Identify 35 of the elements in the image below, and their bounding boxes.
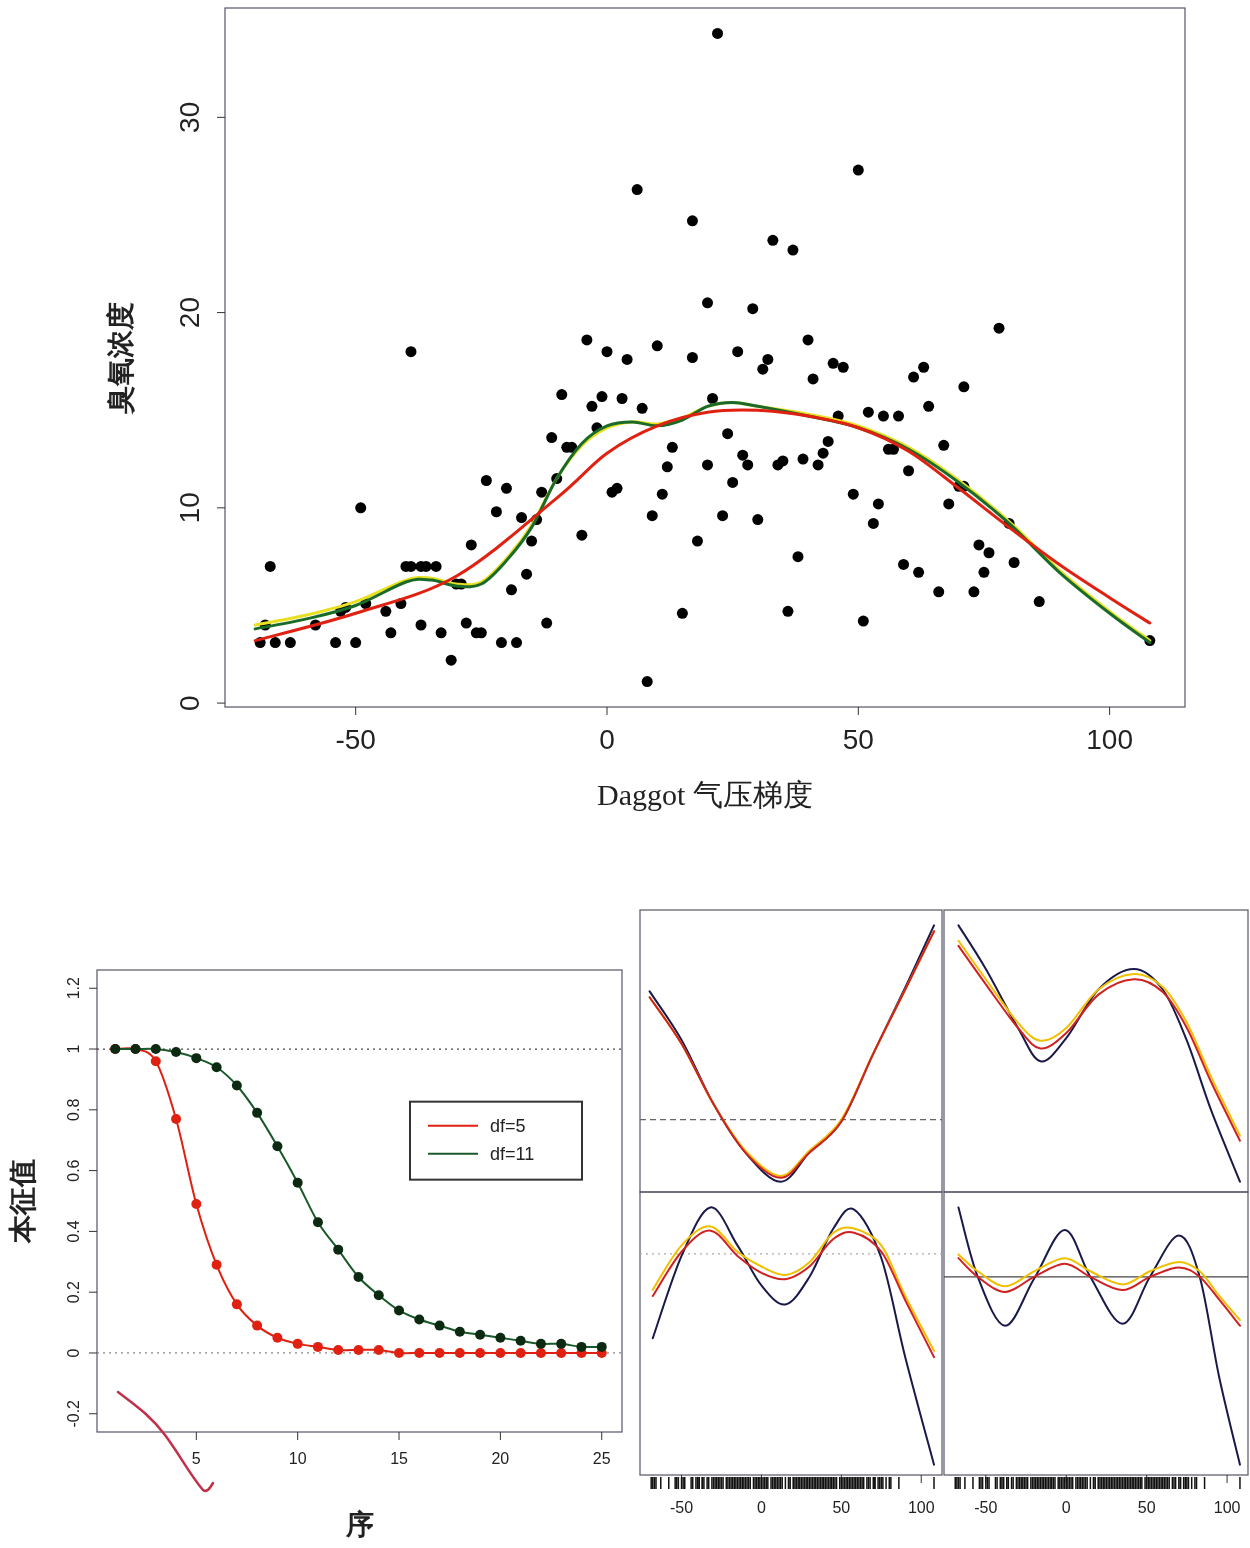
x-tick-label: 25 [592, 1450, 611, 1467]
x-tick-label: 15 [390, 1450, 409, 1467]
x-tick-label: 100 [1086, 724, 1133, 755]
x-tick-label: 10 [288, 1450, 307, 1467]
x-tick-label: 50 [832, 1499, 851, 1516]
x-tick-label: 0 [756, 1499, 766, 1516]
y-tick-label: 20 [174, 297, 206, 329]
y-tick-label: 1 [64, 1044, 82, 1054]
x-axis-title: Daggot 气压梯度 [597, 778, 813, 811]
x-tick-label: 5 [191, 1450, 201, 1467]
x-tick-label: -50 [669, 1499, 694, 1516]
x-tick-label: -50 [974, 1499, 998, 1516]
x-tick-label: 20 [491, 1450, 510, 1467]
x-tick-label: 0 [1061, 1499, 1071, 1516]
y-tick-label: 0.8 [64, 1098, 82, 1121]
y-tick-label: 30 [174, 101, 206, 133]
x-tick-label: 100 [1213, 1499, 1241, 1516]
y-tick-label: 1.2 [64, 977, 82, 1000]
y-tick-label: -0.2 [64, 1399, 82, 1428]
y-tick-label: 10 [174, 492, 206, 524]
y-tick-label: 0.6 [64, 1159, 82, 1182]
y-tick-label: 0.4 [64, 1220, 82, 1243]
y-axis-title: 本征值 [7, 1159, 38, 1244]
y-tick-label: 0 [174, 695, 206, 711]
y-tick-label: 0.2 [64, 1280, 82, 1304]
legend-label: df=5 [490, 1115, 526, 1136]
x-tick-label: 50 [842, 724, 874, 755]
x-tick-label: -50 [335, 724, 376, 755]
x-tick-label: 50 [1137, 1499, 1156, 1516]
y-axis-title: 臭氧浓度 [105, 301, 136, 415]
legend-label: df=11 [490, 1143, 535, 1164]
x-axis-title: 序 [344, 1509, 374, 1540]
y-tick-label: 0 [64, 1348, 82, 1358]
x-tick-label: 100 [907, 1499, 935, 1516]
x-tick-label: 0 [599, 724, 615, 755]
